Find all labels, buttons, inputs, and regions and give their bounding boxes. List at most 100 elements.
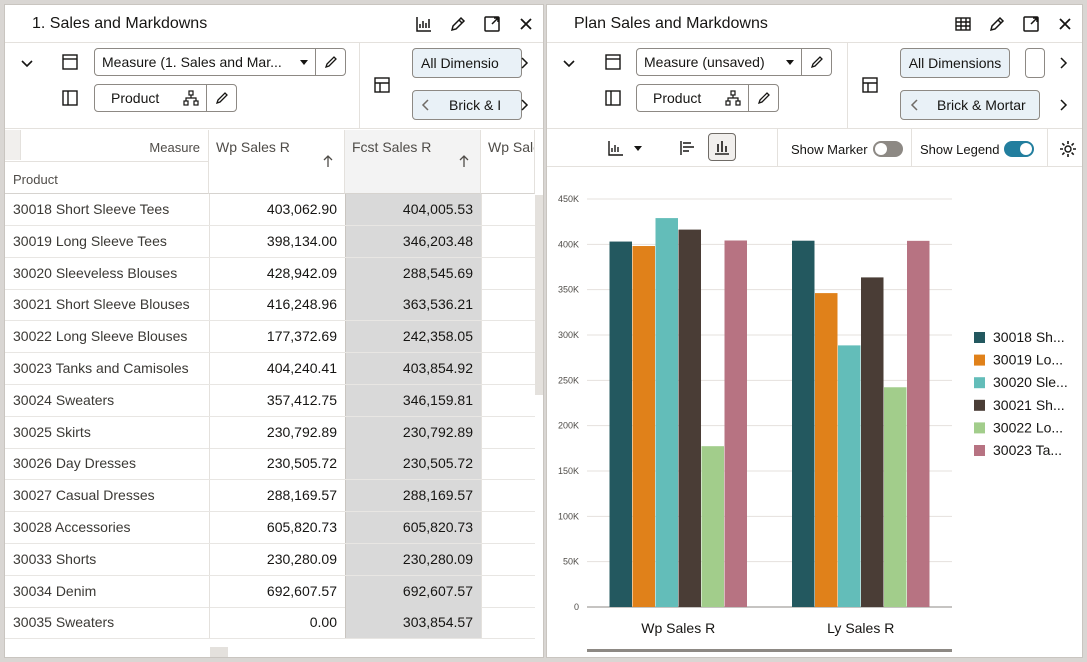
- fcst-sales-cell[interactable]: 230,505.72: [345, 448, 481, 480]
- edit-icon[interactable]: [441, 5, 475, 43]
- wp-sales-cell[interactable]: 428,942.09: [209, 257, 345, 289]
- chevron-right-icon[interactable]: [512, 51, 536, 75]
- hierarchy-icon[interactable]: [176, 90, 206, 106]
- wp-sales-cell[interactable]: 230,505.72: [209, 448, 345, 480]
- wp-sale-cell[interactable]: [481, 416, 535, 448]
- vertical-bar-button[interactable]: [708, 133, 736, 161]
- fcst-sales-cell[interactable]: 230,792.89: [345, 416, 481, 448]
- expand-icon[interactable]: [475, 5, 509, 43]
- wp-sales-cell[interactable]: 403,062.90: [209, 194, 345, 225]
- table-row[interactable]: 30034 Denim 692,607.57 692,607.57: [5, 575, 535, 608]
- caret-down-icon[interactable]: [633, 143, 643, 153]
- wp-sale-cell[interactable]: [481, 353, 535, 384]
- product-name-cell[interactable]: 30018 Short Sleeve Tees: [13, 201, 170, 217]
- table-row[interactable]: 30022 Long Sleeve Blouses 177,372.69 242,3…: [5, 321, 535, 354]
- chevron-right-icon[interactable]: [1051, 93, 1075, 117]
- edit-measure-icon[interactable]: [315, 49, 345, 75]
- product-name-cell[interactable]: 30034 Denim: [13, 582, 97, 599]
- wp-sale-cell[interactable]: [481, 289, 535, 321]
- sort-ascending-icon[interactable]: [458, 154, 470, 168]
- fcst-sales-cell[interactable]: 242,358.05: [345, 321, 481, 353]
- measure-selector[interactable]: Measure (1. Sales and Mar...: [94, 48, 346, 76]
- collapse-chevron-icon[interactable]: [559, 53, 579, 73]
- fcst-sales-cell[interactable]: 303,854.57: [345, 607, 481, 639]
- chevron-left-icon[interactable]: [908, 98, 922, 112]
- chevron-right-icon[interactable]: [512, 93, 536, 117]
- chart-type-icon[interactable]: [607, 139, 625, 157]
- vertical-scrollbar[interactable]: [535, 195, 543, 395]
- table-row[interactable]: 30025 Skirts 230,792.89 230,792.89: [5, 416, 535, 449]
- wp-sales-cell[interactable]: 605,820.73: [209, 512, 345, 543]
- tab-location[interactable]: Brick & Mortar: [900, 90, 1040, 120]
- close-icon[interactable]: [509, 5, 543, 43]
- wp-sale-cell[interactable]: [481, 384, 535, 416]
- edit-product-icon[interactable]: [206, 85, 236, 111]
- edit-measure-icon[interactable]: [801, 49, 831, 75]
- pivot-layout-icon[interactable]: [373, 76, 391, 94]
- wp-sale-cell[interactable]: [481, 321, 535, 353]
- table-row[interactable]: 30035 Sweaters 0.00 303,854.57: [5, 607, 535, 640]
- hierarchy-icon[interactable]: [718, 90, 748, 106]
- product-name-cell[interactable]: 30023 Tanks and Camisoles: [13, 360, 189, 376]
- chevron-right-icon[interactable]: [1051, 51, 1075, 75]
- chart-view-icon[interactable]: [407, 5, 441, 43]
- tab-all-dimensions[interactable]: All Dimensions: [900, 48, 1010, 78]
- fcst-sales-cell[interactable]: 288,169.57: [345, 480, 481, 512]
- product-name-cell[interactable]: 30021 Short Sleeve Blouses: [13, 296, 190, 313]
- tab-all-dimensions[interactable]: All Dimensio: [412, 48, 522, 78]
- wp-sales-cell[interactable]: 177,372.69: [209, 321, 345, 353]
- product-name-cell[interactable]: 30035 Sweaters: [13, 614, 115, 631]
- table-row[interactable]: 30028 Accessories 605,820.73 605,820.73: [5, 512, 535, 544]
- caret-down-icon[interactable]: [293, 55, 315, 69]
- product-name-cell[interactable]: 30022 Long Sleeve Blouses: [13, 328, 188, 345]
- product-name-cell[interactable]: 30028 Accessories: [13, 519, 131, 535]
- wp-sales-cell[interactable]: 398,134.00: [209, 225, 345, 257]
- column-header-wp-sales[interactable]: Wp Sales R: [209, 130, 345, 194]
- caret-down-icon[interactable]: [779, 55, 801, 69]
- fcst-sales-cell[interactable]: 605,820.73: [345, 512, 481, 543]
- product-name-cell[interactable]: 30033 Shorts: [13, 550, 97, 567]
- gear-icon[interactable]: [1059, 140, 1077, 158]
- edit-icon[interactable]: [980, 5, 1014, 43]
- expand-icon[interactable]: [1014, 5, 1048, 43]
- chevron-left-icon[interactable]: [419, 98, 433, 112]
- table-row[interactable]: 30023 Tanks and Camisoles 404,240.41 403,8…: [5, 353, 535, 385]
- product-name-cell[interactable]: 30020 Sleeveless Blouses: [13, 264, 178, 281]
- fcst-sales-cell[interactable]: 230,280.09: [345, 543, 481, 575]
- wp-sale-cell[interactable]: [481, 194, 535, 225]
- table-row[interactable]: 30033 Shorts 230,280.09 230,280.09: [5, 543, 535, 576]
- show-marker-toggle[interactable]: [873, 141, 903, 157]
- table-layout-icon[interactable]: [604, 53, 622, 71]
- sort-ascending-icon[interactable]: [322, 154, 334, 168]
- table-row[interactable]: 30019 Long Sleeve Tees 398,134.00 346,203.…: [5, 225, 535, 258]
- table-view-icon[interactable]: [946, 5, 980, 43]
- wp-sales-cell[interactable]: 0.00: [209, 607, 345, 639]
- table-row[interactable]: 30024 Sweaters 357,412.75 346,159.81: [5, 384, 535, 417]
- horizontal-bar-icon[interactable]: [679, 139, 697, 157]
- wp-sale-cell[interactable]: [481, 480, 535, 512]
- tab-location[interactable]: Brick & I: [412, 90, 522, 120]
- wp-sales-cell[interactable]: 404,240.41: [209, 353, 345, 384]
- fcst-sales-cell[interactable]: 288,545.69: [345, 257, 481, 289]
- sidebar-layout-icon[interactable]: [61, 89, 79, 107]
- show-legend-toggle[interactable]: [1004, 141, 1034, 157]
- product-name-cell[interactable]: 30024 Sweaters: [13, 391, 115, 408]
- product-selector[interactable]: Product: [636, 84, 779, 112]
- table-row[interactable]: 30020 Sleeveless Blouses 428,942.09 288,54…: [5, 257, 535, 290]
- fcst-sales-cell[interactable]: 692,607.57: [345, 575, 481, 607]
- table-row[interactable]: 30021 Short Sleeve Blouses 416,248.96 363,…: [5, 289, 535, 322]
- wp-sales-cell[interactable]: 357,412.75: [209, 384, 345, 416]
- product-name-cell[interactable]: 30019 Long Sleeve Tees: [13, 232, 167, 249]
- wp-sales-cell[interactable]: 288,169.57: [209, 480, 345, 512]
- column-header-wp-sale[interactable]: Wp Sale: [481, 130, 535, 194]
- wp-sale-cell[interactable]: [481, 575, 535, 607]
- collapse-chevron-icon[interactable]: [17, 53, 37, 73]
- wp-sale-cell[interactable]: [481, 607, 535, 639]
- fcst-sales-cell[interactable]: 346,159.81: [345, 384, 481, 416]
- wp-sale-cell[interactable]: [481, 257, 535, 289]
- column-header-fcst-sales[interactable]: Fcst Sales R: [345, 130, 481, 194]
- measure-selector[interactable]: Measure (unsaved): [636, 48, 832, 76]
- horizontal-scrollbar[interactable]: [210, 647, 228, 657]
- tab-overflow[interactable]: [1025, 48, 1045, 78]
- product-name-cell[interactable]: 30025 Skirts: [13, 423, 91, 440]
